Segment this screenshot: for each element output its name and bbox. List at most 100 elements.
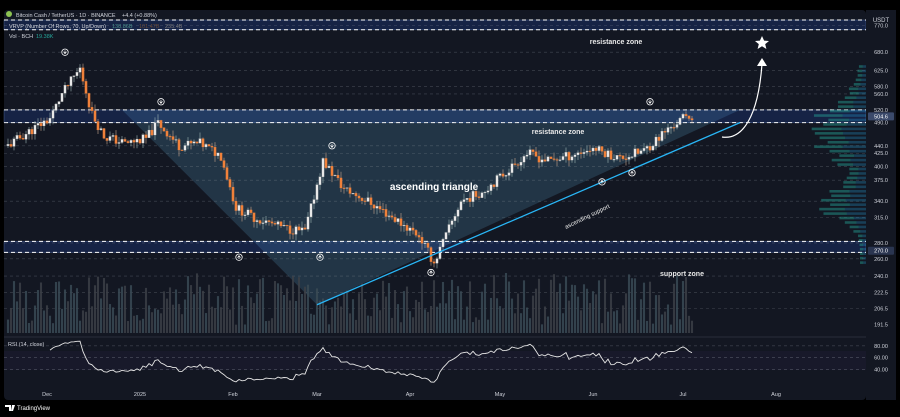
candle[interactable] <box>642 143 646 153</box>
candle[interactable] <box>249 206 253 215</box>
candle[interactable] <box>534 147 538 157</box>
candle[interactable] <box>276 220 280 230</box>
candle[interactable] <box>216 152 220 159</box>
candle[interactable] <box>63 82 67 98</box>
candle[interactable] <box>516 162 520 169</box>
candle[interactable] <box>381 202 385 214</box>
candle[interactable] <box>111 132 115 141</box>
candle[interactable] <box>561 153 565 161</box>
candle[interactable] <box>618 152 622 163</box>
candle[interactable] <box>408 226 412 237</box>
candle[interactable] <box>444 231 448 240</box>
candle[interactable] <box>453 213 457 228</box>
candle[interactable] <box>45 117 49 125</box>
candle[interactable] <box>558 155 562 162</box>
vol-label[interactable]: Vol · BCH <box>9 34 33 40</box>
candle[interactable] <box>414 228 418 238</box>
candle[interactable] <box>327 164 331 169</box>
candle[interactable] <box>507 168 511 181</box>
candle[interactable] <box>183 142 187 152</box>
candle[interactable] <box>210 142 214 152</box>
candle[interactable] <box>165 128 169 140</box>
candle[interactable] <box>690 116 694 123</box>
candle[interactable] <box>525 150 529 160</box>
candle[interactable] <box>108 131 112 144</box>
candle[interactable] <box>621 155 625 161</box>
candle[interactable] <box>180 149 184 151</box>
candle[interactable] <box>27 126 31 140</box>
candle[interactable] <box>126 139 130 144</box>
candle[interactable] <box>342 184 346 194</box>
candle[interactable] <box>96 119 100 135</box>
candle[interactable] <box>147 125 151 138</box>
candle[interactable] <box>519 156 523 171</box>
candle[interactable] <box>465 197 469 203</box>
candle[interactable] <box>144 131 148 144</box>
candle[interactable] <box>42 117 46 131</box>
candle[interactable] <box>168 134 172 141</box>
candle[interactable] <box>306 212 310 232</box>
candle[interactable] <box>189 139 193 150</box>
symbol-line[interactable]: Bitcoin Cash / TetherUS · 1D · BINANCE <box>16 13 116 19</box>
candle[interactable] <box>498 172 502 178</box>
candle[interactable] <box>237 203 241 216</box>
candle[interactable] <box>495 173 499 191</box>
candle[interactable] <box>309 203 313 223</box>
candle[interactable] <box>597 144 601 153</box>
candle[interactable] <box>399 212 403 232</box>
candle[interactable] <box>504 174 508 181</box>
candle[interactable] <box>84 78 88 99</box>
candle[interactable] <box>567 151 571 167</box>
candle[interactable] <box>267 219 271 226</box>
candle[interactable] <box>213 142 217 162</box>
candle[interactable] <box>423 240 427 249</box>
footer-brand[interactable]: TradingView <box>5 405 51 412</box>
candle[interactable] <box>177 137 181 157</box>
candle[interactable] <box>639 148 643 155</box>
candle[interactable] <box>72 75 76 83</box>
ascending-support-line[interactable] <box>316 122 741 306</box>
candle[interactable] <box>159 119 163 134</box>
candle[interactable] <box>378 200 382 213</box>
candle[interactable] <box>51 105 55 125</box>
candle[interactable] <box>21 133 25 140</box>
candle[interactable] <box>318 173 322 190</box>
candle[interactable] <box>360 197 364 205</box>
candle[interactable] <box>150 123 154 137</box>
candle[interactable] <box>204 143 208 150</box>
candle[interactable] <box>417 231 421 243</box>
candle[interactable] <box>102 127 106 140</box>
candle[interactable] <box>300 221 304 236</box>
candle[interactable] <box>459 199 463 211</box>
candle[interactable] <box>447 219 451 236</box>
candle[interactable] <box>264 216 268 226</box>
candle[interactable] <box>369 194 373 210</box>
candle[interactable] <box>657 134 661 148</box>
candle[interactable] <box>636 147 640 155</box>
candle[interactable] <box>90 101 94 114</box>
candle[interactable] <box>489 183 493 195</box>
candle[interactable] <box>372 204 376 214</box>
candle[interactable] <box>684 111 688 119</box>
candle[interactable] <box>549 156 553 159</box>
candle[interactable] <box>225 163 229 181</box>
candle[interactable] <box>75 68 79 79</box>
candle[interactable] <box>234 197 238 215</box>
candle[interactable] <box>228 176 232 191</box>
candle[interactable] <box>492 184 496 189</box>
candle[interactable] <box>432 258 436 268</box>
candle[interactable] <box>186 137 190 150</box>
candle[interactable] <box>513 158 517 166</box>
candle[interactable] <box>12 136 16 151</box>
candle[interactable] <box>543 153 547 163</box>
candle[interactable] <box>312 195 316 210</box>
candle[interactable] <box>462 193 466 204</box>
candle[interactable] <box>648 142 652 154</box>
candle[interactable] <box>195 141 199 145</box>
candle[interactable] <box>54 102 58 113</box>
candle[interactable] <box>60 92 64 103</box>
candle[interactable] <box>585 145 589 156</box>
candle[interactable] <box>18 131 22 140</box>
candle[interactable] <box>330 161 334 183</box>
candle[interactable] <box>396 217 400 225</box>
